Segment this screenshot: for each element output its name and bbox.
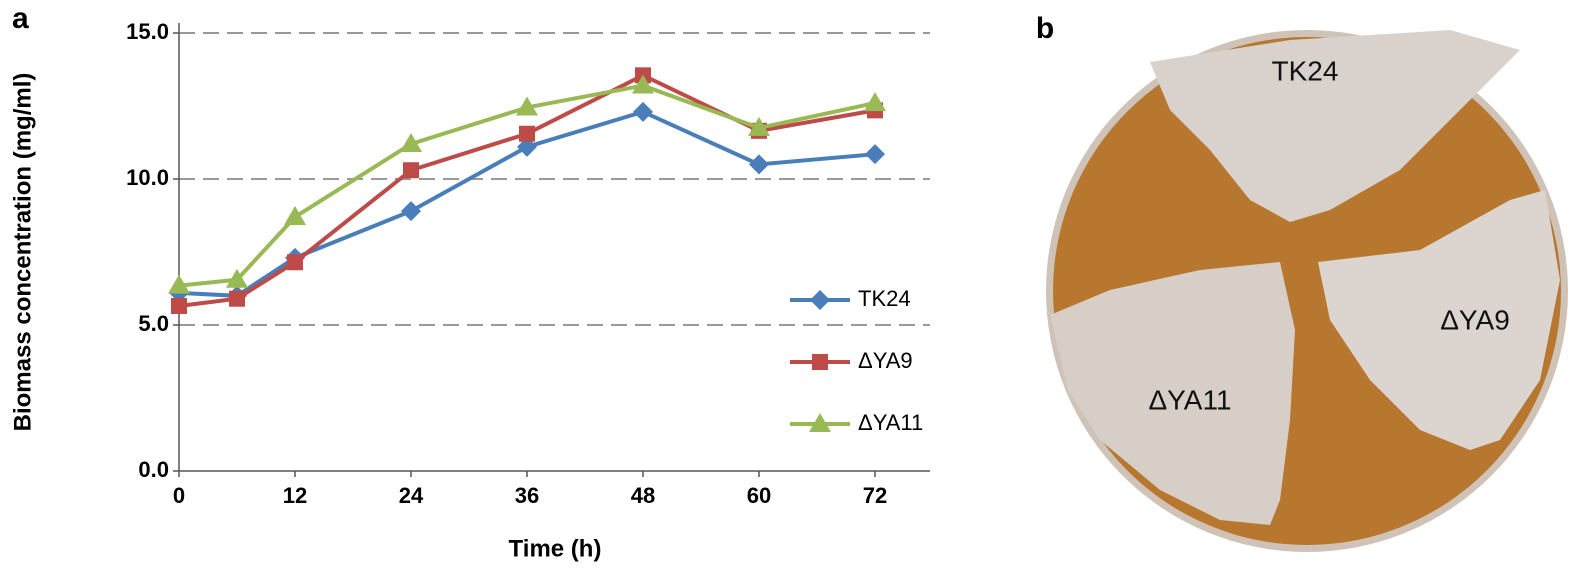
legend-label: ΔYA11	[858, 410, 923, 435]
legend-label: ΔYA9	[858, 348, 913, 373]
x-tick-label: 60	[747, 483, 771, 508]
marker	[168, 274, 190, 294]
panel-label: b	[1036, 12, 1054, 45]
y-tick-label: 0.0	[138, 457, 169, 482]
y-tick-label: 15.0	[126, 19, 169, 44]
colony	[1318, 190, 1560, 450]
colony	[1050, 262, 1295, 525]
y-tick-label: 5.0	[138, 311, 169, 336]
marker	[749, 154, 769, 175]
marker	[171, 298, 187, 315]
marker	[809, 413, 831, 432]
x-tick-label: 48	[631, 483, 655, 508]
marker	[812, 354, 828, 370]
photo-label: ΔYA11	[1148, 384, 1231, 415]
marker	[633, 101, 653, 122]
marker	[517, 136, 537, 157]
photo-label: ΔYA9	[1440, 304, 1510, 335]
marker	[519, 125, 535, 142]
x-tick-label: 72	[863, 483, 887, 508]
x-tick-label: 0	[173, 483, 185, 508]
photo-label: TK24	[1272, 55, 1339, 86]
x-tick-label: 24	[399, 483, 424, 508]
panel-label: a	[12, 2, 29, 35]
marker	[516, 96, 538, 116]
marker	[226, 268, 248, 288]
y-tick-label: 10.0	[126, 165, 169, 190]
marker	[865, 144, 885, 165]
series-line	[178, 109, 876, 298]
x-tick-label: 36	[515, 483, 539, 508]
marker	[632, 74, 654, 94]
marker	[864, 92, 886, 112]
marker	[401, 201, 421, 222]
marker	[810, 290, 830, 310]
photo: b TK24 ΔYA9 ΔYA11	[1036, 12, 1568, 552]
marker	[403, 162, 419, 179]
marker	[229, 290, 245, 307]
marker	[400, 132, 422, 152]
y-axis-label: Biomass concentration (mg/ml)	[9, 73, 36, 432]
series-line	[178, 83, 876, 288]
x-axis-label: Time (h)	[509, 535, 602, 562]
legend-label: TK24	[858, 286, 911, 311]
x-tick-label: 12	[283, 483, 307, 508]
marker	[287, 254, 303, 271]
marker	[284, 205, 306, 225]
colony	[1150, 30, 1520, 222]
marker	[748, 116, 770, 136]
